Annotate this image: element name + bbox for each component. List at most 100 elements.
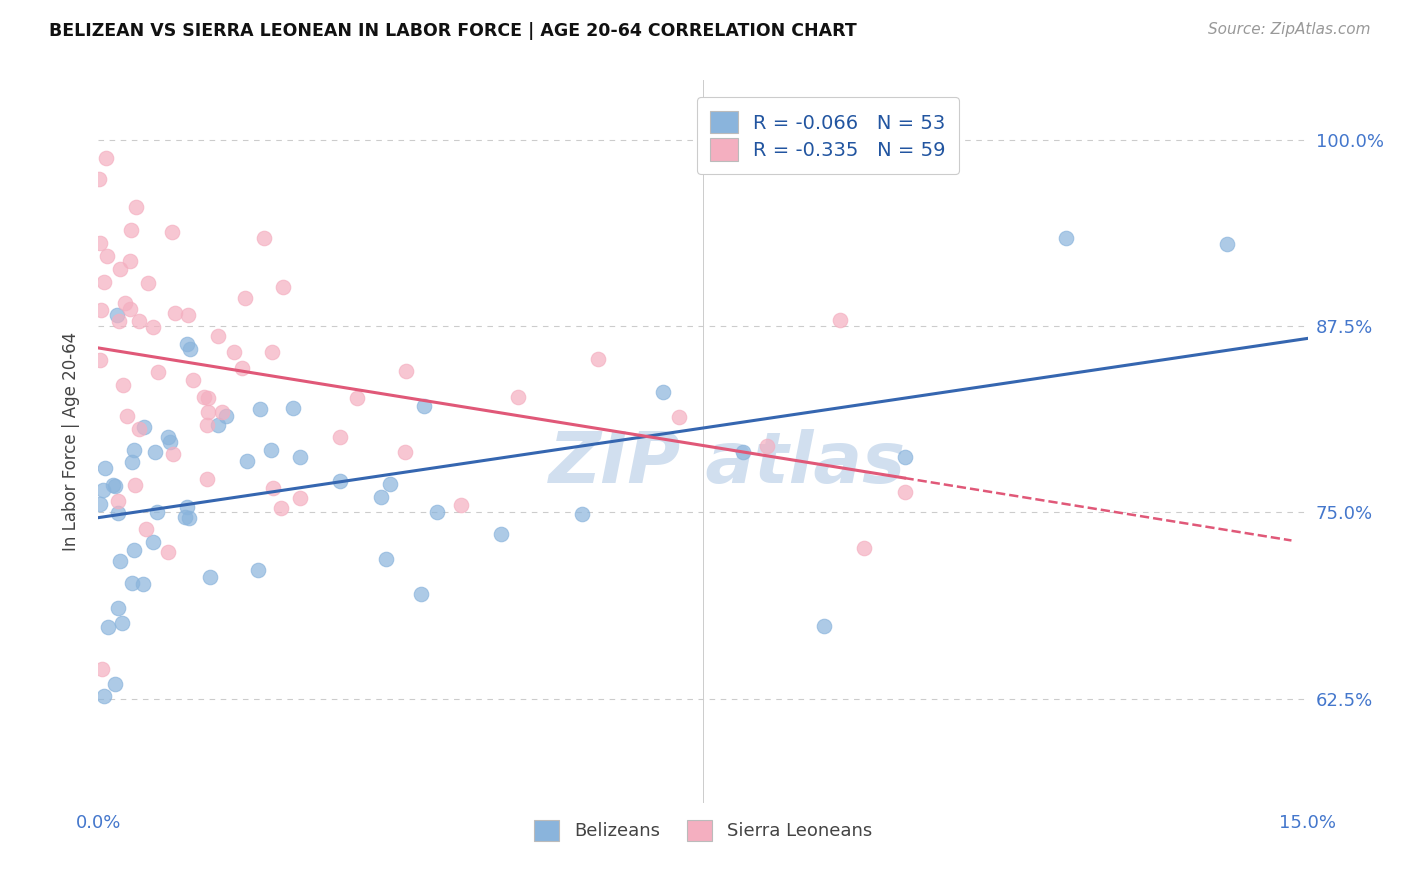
Point <box>107 506 129 520</box>
Point <box>94 151 117 165</box>
Point <box>370 490 392 504</box>
Point <box>733 445 755 459</box>
Point <box>87 172 110 186</box>
Text: ZIP atlas: ZIP atlas <box>548 429 905 498</box>
Point <box>110 616 132 631</box>
Point <box>176 308 198 322</box>
Point <box>96 249 118 263</box>
Point <box>828 313 851 327</box>
Text: BELIZEAN VS SIERRA LEONEAN IN LABOR FORCE | AGE 20-64 CORRELATION CHART: BELIZEAN VS SIERRA LEONEAN IN LABOR FORC… <box>49 22 858 40</box>
Point <box>124 478 146 492</box>
Point <box>143 444 166 458</box>
Point <box>91 662 114 676</box>
Point <box>93 689 115 703</box>
Point <box>122 443 145 458</box>
Point <box>198 570 221 584</box>
Point <box>413 399 436 413</box>
Point <box>90 303 112 318</box>
Point <box>101 478 124 492</box>
Point <box>195 418 218 433</box>
Point <box>121 575 143 590</box>
Point <box>260 443 283 458</box>
Point <box>159 435 181 450</box>
Point <box>97 620 120 634</box>
Point <box>181 373 204 387</box>
Point <box>426 505 449 519</box>
Point <box>211 404 233 418</box>
Point <box>160 225 183 239</box>
Point <box>146 365 169 379</box>
Point <box>105 309 128 323</box>
Point <box>177 510 200 524</box>
Point <box>288 491 311 505</box>
Point <box>179 342 201 356</box>
Point <box>253 230 276 244</box>
Text: Source: ZipAtlas.com: Source: ZipAtlas.com <box>1208 22 1371 37</box>
Point <box>271 280 294 294</box>
Point <box>162 447 184 461</box>
Point <box>262 481 284 495</box>
Point <box>893 450 915 464</box>
Point <box>157 545 180 559</box>
Point <box>329 429 352 443</box>
Point <box>491 526 513 541</box>
Point <box>93 275 115 289</box>
Point <box>195 472 218 486</box>
Point <box>1216 237 1239 252</box>
Point <box>260 344 283 359</box>
Point <box>586 351 609 366</box>
Point <box>114 296 136 310</box>
Point <box>176 336 198 351</box>
Point <box>233 291 256 305</box>
Point <box>128 314 150 328</box>
Point <box>197 405 219 419</box>
Point <box>270 501 292 516</box>
Point <box>231 361 253 376</box>
Point <box>163 305 186 319</box>
Point <box>247 563 270 577</box>
Point <box>118 302 141 317</box>
Point <box>107 314 129 328</box>
Point <box>1054 231 1077 245</box>
Point <box>157 430 180 444</box>
Point <box>128 422 150 436</box>
Point <box>108 554 131 568</box>
Point <box>329 474 352 488</box>
Point <box>375 552 398 566</box>
Point <box>236 453 259 467</box>
Point <box>89 353 111 368</box>
Point <box>107 494 129 508</box>
Point <box>89 497 111 511</box>
Point <box>89 236 111 251</box>
Point <box>174 510 197 524</box>
Point <box>207 328 229 343</box>
Point <box>288 450 311 464</box>
Point <box>104 479 127 493</box>
Point <box>853 541 876 556</box>
Point <box>94 460 117 475</box>
Point <box>108 261 131 276</box>
Point <box>394 445 416 459</box>
Legend: Belizeans, Sierra Leoneans: Belizeans, Sierra Leoneans <box>527 813 879 848</box>
Point <box>91 483 114 498</box>
Point <box>346 391 368 405</box>
Point <box>135 522 157 536</box>
Point <box>132 419 155 434</box>
Point <box>176 500 198 514</box>
Point <box>131 577 153 591</box>
Point <box>207 417 229 432</box>
Point <box>409 587 432 601</box>
Point <box>506 390 529 404</box>
Point <box>107 600 129 615</box>
Point <box>193 390 215 404</box>
Point <box>136 276 159 290</box>
Point <box>756 439 779 453</box>
Point <box>125 200 148 214</box>
Point <box>104 676 127 690</box>
Point <box>450 498 472 512</box>
Point <box>571 508 593 522</box>
Point <box>395 364 418 378</box>
Point <box>197 392 219 406</box>
Point <box>651 384 673 399</box>
Point <box>121 455 143 469</box>
